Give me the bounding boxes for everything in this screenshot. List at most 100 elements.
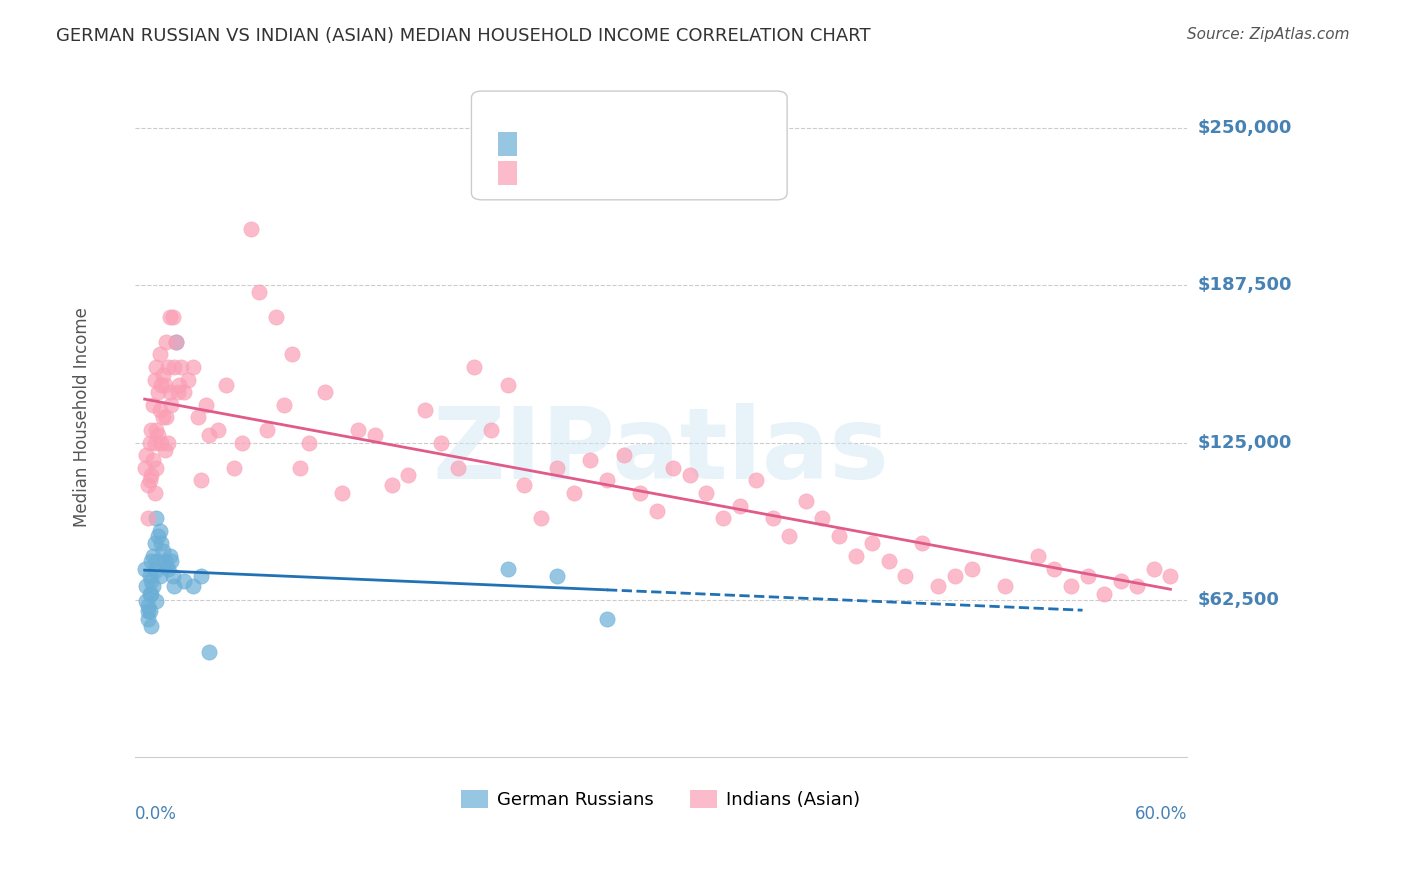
Point: [330, 486, 353, 500]
Point: [762, 511, 785, 525]
Text: GERMAN RUSSIAN VS INDIAN (ASIAN) MEDIAN HOUSEHOLD INCOME CORRELATION CHART: GERMAN RUSSIAN VS INDIAN (ASIAN) MEDIAN …: [56, 27, 870, 45]
Point: [145, 511, 167, 525]
Point: [207, 423, 229, 437]
Point: [169, 377, 191, 392]
Point: [828, 529, 851, 543]
Point: [224, 460, 246, 475]
Text: Median Household Income: Median Household Income: [73, 308, 91, 527]
Point: [143, 486, 166, 500]
Point: [146, 385, 169, 400]
Point: [264, 310, 287, 324]
Point: [794, 493, 817, 508]
Point: [162, 569, 184, 583]
Point: [141, 574, 163, 588]
Point: [136, 511, 159, 525]
Point: [413, 402, 436, 417]
Point: [496, 377, 519, 392]
Point: [173, 574, 195, 588]
Point: [160, 554, 183, 568]
Point: [135, 448, 157, 462]
Point: [135, 594, 157, 608]
Point: [778, 529, 800, 543]
Point: [146, 428, 169, 442]
Point: [190, 569, 212, 583]
Point: [860, 536, 883, 550]
Point: [596, 474, 619, 488]
Point: [153, 554, 176, 568]
Point: [159, 310, 181, 324]
Legend: German Russians, Indians (Asian): German Russians, Indians (Asian): [454, 782, 868, 816]
Point: [314, 385, 336, 400]
Point: [134, 460, 156, 475]
Point: [1060, 579, 1083, 593]
Text: $187,500: $187,500: [1198, 277, 1292, 294]
Text: Source: ZipAtlas.com: Source: ZipAtlas.com: [1187, 27, 1350, 42]
Point: [530, 511, 553, 525]
Point: [628, 486, 651, 500]
Point: [146, 529, 169, 543]
Point: [138, 435, 160, 450]
Point: [141, 587, 163, 601]
Point: [150, 536, 173, 550]
Text: ZIPatlas: ZIPatlas: [433, 403, 889, 500]
Point: [135, 579, 157, 593]
Point: [156, 435, 179, 450]
Point: [1043, 561, 1066, 575]
Point: [679, 468, 702, 483]
Point: [290, 460, 312, 475]
Point: [994, 579, 1017, 593]
Point: [256, 423, 278, 437]
Point: [198, 645, 221, 659]
Point: [153, 443, 176, 458]
Point: [1026, 549, 1049, 563]
Point: [298, 435, 321, 450]
Point: [145, 423, 167, 437]
Point: [152, 544, 174, 558]
Point: [430, 435, 453, 450]
Point: [645, 503, 668, 517]
Point: [145, 594, 167, 608]
Point: [187, 410, 209, 425]
Point: [142, 453, 165, 467]
Point: [695, 486, 717, 500]
Point: [745, 474, 768, 488]
Point: [170, 359, 193, 374]
Point: [877, 554, 900, 568]
Point: [231, 435, 253, 450]
Point: [215, 377, 238, 392]
Point: [943, 569, 966, 583]
Bar: [498, 161, 516, 185]
Point: [181, 359, 204, 374]
Point: [613, 448, 636, 462]
Point: [155, 410, 177, 425]
Point: [163, 579, 186, 593]
Point: [138, 474, 160, 488]
Point: [156, 561, 179, 575]
Point: [155, 334, 177, 349]
Point: [165, 334, 187, 349]
Point: [145, 460, 167, 475]
Point: [148, 569, 170, 583]
Point: [148, 402, 170, 417]
Point: [198, 428, 221, 442]
Point: [960, 561, 983, 575]
Point: [142, 579, 165, 593]
Point: [141, 554, 163, 568]
Point: [562, 486, 585, 500]
Point: [1092, 587, 1115, 601]
Point: [148, 524, 170, 538]
Point: [136, 599, 159, 614]
Point: [380, 478, 402, 492]
Point: [143, 564, 166, 578]
Point: [1159, 569, 1181, 583]
Point: [177, 373, 200, 387]
Point: [347, 423, 370, 437]
Text: R = -0.253   N = 108: R = -0.253 N = 108: [524, 162, 728, 180]
Point: [138, 587, 160, 601]
Point: [159, 385, 181, 400]
Point: [163, 359, 186, 374]
Point: [143, 373, 166, 387]
Point: [141, 468, 163, 483]
Text: $62,500: $62,500: [1198, 591, 1279, 609]
Point: [190, 474, 212, 488]
